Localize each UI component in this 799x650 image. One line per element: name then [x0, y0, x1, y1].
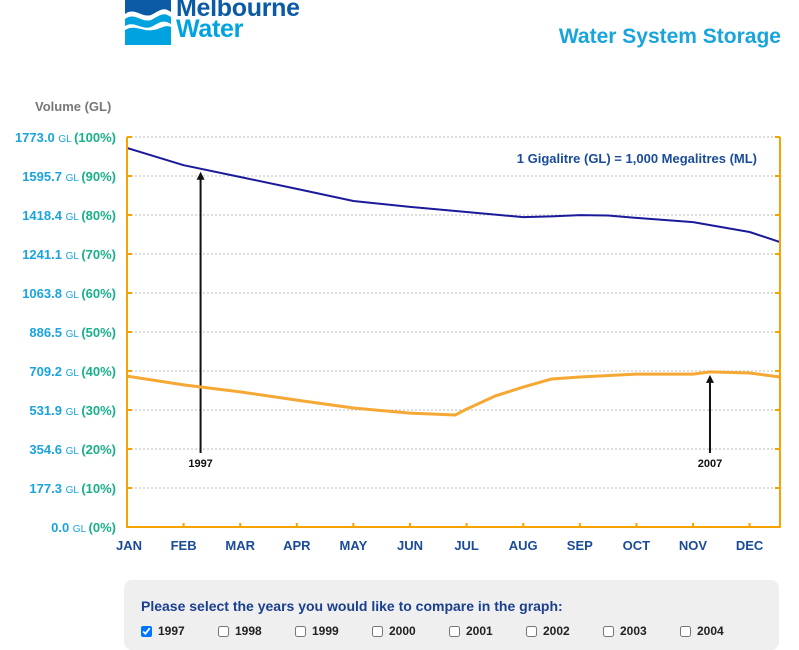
- year-option-2000[interactable]: 2000: [372, 624, 449, 638]
- year-option-2001[interactable]: 2001: [449, 624, 526, 638]
- logo-text-line1: Melbourne: [176, 0, 300, 22]
- y-tick-label: 1418.4 GL (80%): [22, 208, 116, 223]
- series-label-2007: 2007: [698, 458, 722, 470]
- x-tick-label: JAN: [116, 538, 142, 553]
- y-tick-label: 354.6 GL (20%): [29, 442, 116, 457]
- year-label: 2003: [620, 624, 647, 638]
- year-option-1998[interactable]: 1998: [218, 624, 295, 638]
- year-label: 2000: [389, 624, 416, 638]
- year-checkbox[interactable]: [295, 625, 306, 637]
- year-label: 1997: [158, 624, 185, 638]
- year-selector-title: Please select the years you would like t…: [141, 598, 563, 614]
- y-axis-label: Volume (GL): [35, 99, 111, 114]
- y-tick-label: 177.3 GL (10%): [29, 481, 116, 496]
- plot-frame: [126, 137, 781, 528]
- year-label: 2001: [466, 624, 493, 638]
- year-label: 1999: [312, 624, 339, 638]
- unit-annotation: 1 Gigalitre (GL) = 1,000 Megalitres (ML): [517, 151, 757, 166]
- year-option-1997[interactable]: 1997: [141, 624, 218, 638]
- year-label: 2002: [543, 624, 570, 638]
- year-checkbox[interactable]: [603, 625, 614, 637]
- water-wave-logo-icon: [125, 0, 171, 45]
- arrowhead-icon: [196, 171, 205, 180]
- y-tick-label: 886.5 GL (50%): [29, 325, 116, 340]
- year-checkbox[interactable]: [680, 625, 691, 637]
- x-tick-label: JUN: [397, 538, 423, 553]
- y-tick-label: 709.2 GL (40%): [29, 364, 116, 379]
- x-tick-label: JUL: [454, 538, 479, 553]
- year-checkbox[interactable]: [141, 625, 152, 637]
- series-line-2007: [126, 370, 780, 417]
- x-tick-label: NOV: [679, 538, 708, 553]
- y-tick-label: 1773.0 GL (100%): [15, 130, 116, 145]
- year-checkbox[interactable]: [449, 625, 460, 637]
- year-checkbox-list: 1997 1998 1999 2000 2001 2002 2003 2004: [141, 624, 757, 638]
- year-label: 2004: [697, 624, 724, 638]
- arrowhead-icon: [705, 374, 714, 383]
- x-tick-label: FEB: [171, 538, 197, 553]
- year-label: 1998: [235, 624, 262, 638]
- year-checkbox[interactable]: [218, 625, 229, 637]
- storage-line-chart: Volume (GL) 1773.0 GL (100%) 1595.7 GL (90…: [15, 99, 781, 553]
- year-checkbox[interactable]: [372, 625, 383, 637]
- x-tick-label: APR: [283, 538, 311, 553]
- series-line-1997: [126, 147, 780, 243]
- y-tick-label: 0.0 GL (0%): [51, 520, 116, 535]
- melbourne-water-logo[interactable]: Melbourne Water: [125, 0, 300, 45]
- y-tick-label: 1063.8 GL (60%): [22, 286, 116, 301]
- x-tick-label: AUG: [509, 538, 538, 553]
- x-tick-label: SEP: [567, 538, 593, 553]
- x-tick-label: OCT: [623, 538, 651, 553]
- year-option-2002[interactable]: 2002: [526, 624, 603, 638]
- year-option-2004[interactable]: 2004: [680, 624, 757, 638]
- x-tick-label: MAR: [225, 538, 255, 553]
- year-option-2003[interactable]: 2003: [603, 624, 680, 638]
- series-label-1997: 1997: [188, 458, 212, 470]
- y-tick-label: 1241.1 GL (70%): [22, 247, 116, 262]
- year-selector-panel: Please select the years you would like t…: [124, 580, 779, 650]
- x-tick-label: DEC: [736, 538, 764, 553]
- y-tick-label: 1595.7 GL (90%): [22, 169, 116, 184]
- year-checkbox[interactable]: [526, 625, 537, 637]
- page-title: Water System Storage: [558, 25, 781, 48]
- y-tick-label: 531.9 GL (30%): [29, 403, 116, 418]
- logo-text-line2: Water: [176, 15, 244, 43]
- year-option-1999[interactable]: 1999: [295, 624, 372, 638]
- x-tick-label: MAY: [340, 538, 368, 553]
